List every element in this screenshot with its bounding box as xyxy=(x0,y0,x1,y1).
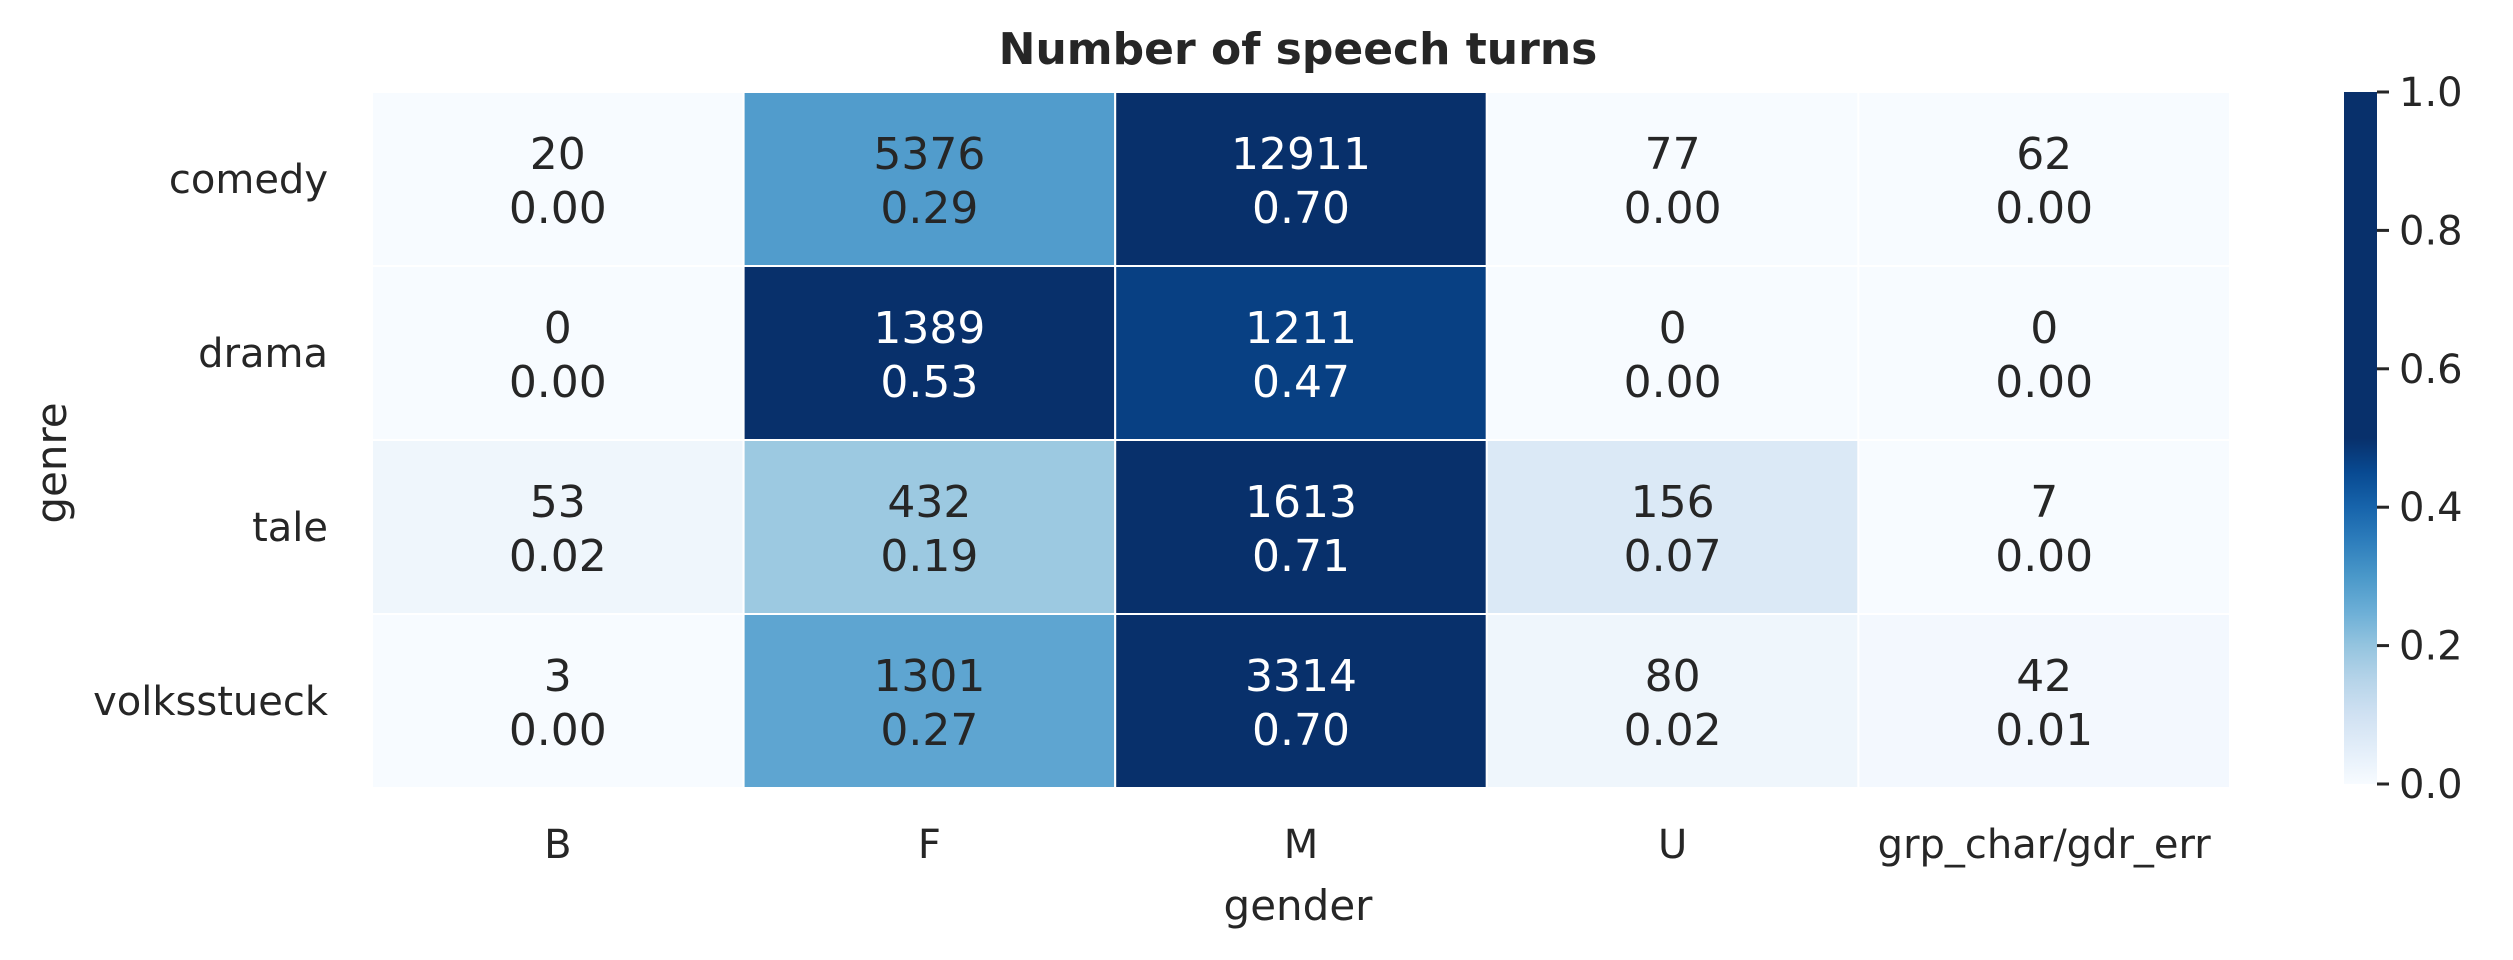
heatmap-cells xyxy=(371,91,2232,789)
y-axis-tick-labels: comedy drama tale volksstueck xyxy=(93,157,329,725)
x-tick-label: U xyxy=(1658,822,1687,868)
cell-proportion-label: 0.47 xyxy=(1252,357,1350,408)
cell-proportion-label: 0.70 xyxy=(1252,705,1350,756)
cell-count-label: 1211 xyxy=(1245,303,1357,354)
cell-proportion-label: 0.70 xyxy=(1252,183,1350,234)
heatmap-cell xyxy=(1114,613,1488,789)
cell-proportion-label: 0.02 xyxy=(1624,705,1722,756)
heatmap-cell xyxy=(371,91,745,267)
cell-count-label: 1389 xyxy=(873,303,985,354)
heatmap-cell xyxy=(1114,439,1488,615)
cell-proportion-label: 0.00 xyxy=(1995,183,2093,234)
y-tick-label: drama xyxy=(198,331,328,377)
cell-proportion-label: 0.01 xyxy=(1995,705,2093,756)
cell-proportion-label: 0.00 xyxy=(1624,357,1722,408)
heatmap-cell xyxy=(371,265,745,441)
cell-proportion-label: 0.00 xyxy=(1624,183,1722,234)
colorbar: 0.0 0.2 0.4 0.6 0.8 1.0 xyxy=(2344,70,2463,808)
cell-count-label: 53 xyxy=(530,477,586,528)
cell-count-label: 3314 xyxy=(1245,651,1357,702)
cell-proportion-label: 0.02 xyxy=(509,531,607,582)
cell-proportion-label: 0.00 xyxy=(509,705,607,756)
colorbar-tick-label: 1.0 xyxy=(2399,70,2463,116)
cell-count-label: 0 xyxy=(1659,303,1687,354)
cell-count-label: 7 xyxy=(2030,477,2058,528)
colorbar-tick-label: 0.6 xyxy=(2399,347,2463,393)
cell-count-label: 3 xyxy=(544,651,572,702)
cell-count-label: 432 xyxy=(887,477,971,528)
y-tick-label: comedy xyxy=(169,157,328,203)
cell-proportion-label: 0.00 xyxy=(509,183,607,234)
colorbar-gradient xyxy=(2344,92,2377,784)
heatmap-cell-labels: 200.0053760.29129110.70770.00620.0000.00… xyxy=(509,129,2093,756)
heatmap-cell xyxy=(742,439,1117,615)
y-tick-label: volksstueck xyxy=(93,679,329,725)
cell-proportion-label: 0.27 xyxy=(880,705,978,756)
x-tick-label: grp_char/gdr_err xyxy=(1878,822,2212,868)
heatmap-cell xyxy=(742,91,1117,267)
cell-count-label: 62 xyxy=(2016,129,2072,180)
heatmap-cell xyxy=(1114,91,1488,267)
heatmap-cell xyxy=(1857,91,2232,267)
colorbar-tick-label: 0.8 xyxy=(2399,208,2463,254)
cell-proportion-label: 0.53 xyxy=(880,357,978,408)
x-tick-label: F xyxy=(918,822,941,868)
chart-title: Number of speech turns xyxy=(999,24,1598,75)
cell-count-label: 1301 xyxy=(873,651,985,702)
colorbar-tick-label: 0.0 xyxy=(2399,762,2463,808)
x-axis-label: gender xyxy=(1224,881,1374,930)
heatmap-cell xyxy=(1857,439,2232,615)
heatmap-cell xyxy=(371,613,745,789)
x-tick-label: M xyxy=(1284,822,1319,868)
cell-count-label: 20 xyxy=(530,129,586,180)
cell-count-label: 1613 xyxy=(1245,477,1357,528)
y-axis-label: genre xyxy=(27,402,76,523)
y-tick-label: tale xyxy=(252,505,328,551)
cell-proportion-label: 0.29 xyxy=(880,183,978,234)
cell-count-label: 80 xyxy=(1645,651,1701,702)
cell-proportion-label: 0.19 xyxy=(880,531,978,582)
cell-count-label: 42 xyxy=(2016,651,2072,702)
heatmap-cell xyxy=(1857,613,2232,789)
heatmap-cell xyxy=(1114,265,1488,441)
cell-proportion-label: 0.00 xyxy=(509,357,607,408)
cell-proportion-label: 0.00 xyxy=(1995,357,2093,408)
cell-count-label: 5376 xyxy=(873,129,985,180)
heatmap-cell xyxy=(742,613,1117,789)
cell-count-label: 156 xyxy=(1631,477,1715,528)
cell-proportion-label: 0.07 xyxy=(1624,531,1722,582)
cell-proportion-label: 0.71 xyxy=(1252,531,1350,582)
heatmap-cell xyxy=(1857,265,2232,441)
heatmap-cell xyxy=(1485,91,1860,267)
heatmap-cell xyxy=(1485,613,1860,789)
heatmap-cell xyxy=(1485,439,1860,615)
cell-proportion-label: 0.00 xyxy=(1995,531,2093,582)
cell-count-label: 0 xyxy=(544,303,572,354)
cell-count-label: 77 xyxy=(1645,129,1701,180)
colorbar-tick-label: 0.4 xyxy=(2399,485,2463,531)
x-tick-label: B xyxy=(544,822,571,868)
colorbar-tick-label: 0.2 xyxy=(2399,624,2463,670)
cell-count-label: 12911 xyxy=(1231,129,1371,180)
cell-count-label: 0 xyxy=(2030,303,2058,354)
